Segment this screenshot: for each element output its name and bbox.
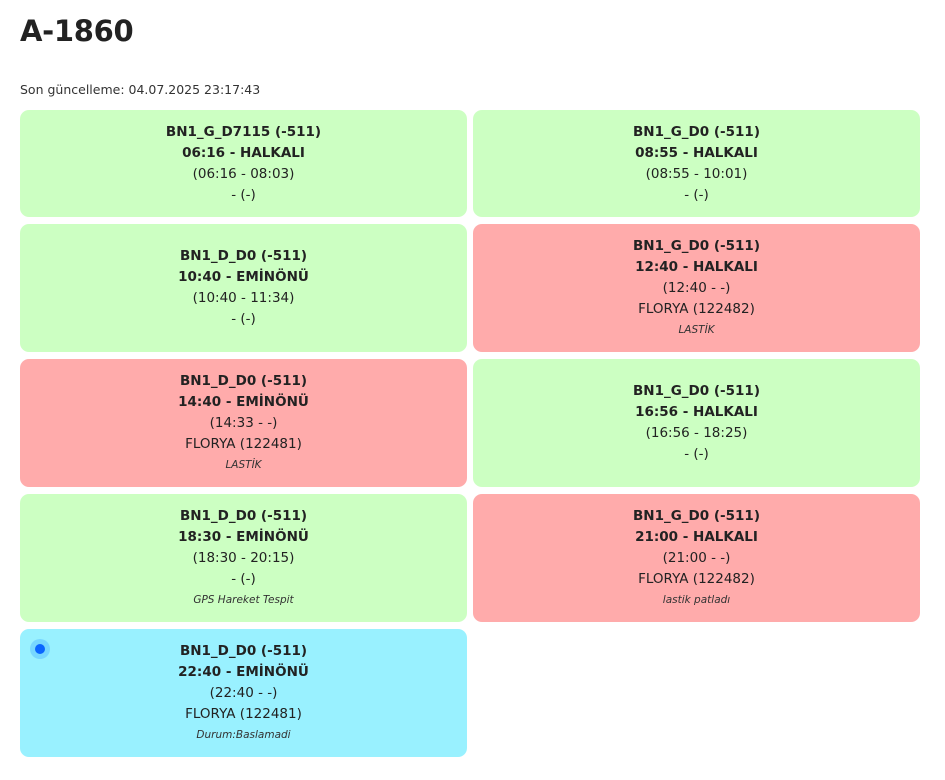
trip-times: (12:40 - -) <box>662 280 731 296</box>
trip-times: (14:33 - -) <box>209 415 278 431</box>
trip-code: BN1_D_D0 (-511) <box>179 643 308 659</box>
trip-route: 18:30 - EMİNÖNÜ <box>178 529 309 545</box>
trip-vehicle: FLORYA (122481) <box>185 436 302 452</box>
trip-note: GPS Hareket Tespit <box>193 594 294 606</box>
trip-route: 16:56 - HALKALI <box>635 404 758 420</box>
trip-card[interactable]: BN1_G_D7115 (-511) 06:16 - HALKALI (06:1… <box>20 110 467 217</box>
page-title: A-1860 <box>20 14 134 48</box>
trip-note: LASTİK <box>225 459 262 471</box>
trip-card[interactable]: BN1_G_D0 (-511) 16:56 - HALKALI (16:56 -… <box>473 359 920 487</box>
trip-route: 06:16 - HALKALI <box>182 144 305 161</box>
trip-vehicle: - (-) <box>231 186 256 203</box>
trip-route: 21:00 - HALKALI <box>635 529 758 545</box>
trip-times: (18:30 - 20:15) <box>192 550 295 566</box>
trip-vehicle: - (-) <box>684 186 709 203</box>
trip-route: 10:40 - EMİNÖNÜ <box>178 269 309 285</box>
trip-route: 22:40 - EMİNÖNÜ <box>178 664 309 680</box>
trip-times: (22:40 - -) <box>209 685 278 701</box>
trip-code: BN1_G_D0 (-511) <box>633 383 760 399</box>
trip-code: BN1_G_D0 (-511) <box>633 508 760 524</box>
trip-card[interactable]: BN1_G_D0 (-511) 12:40 - HALKALI (12:40 -… <box>473 224 920 352</box>
trip-vehicle: - (-) <box>684 446 709 462</box>
trip-card[interactable]: BN1_D_D0 (-511) 10:40 - EMİNÖNÜ (10:40 -… <box>20 224 467 352</box>
trip-times: (16:56 - 18:25) <box>645 425 748 441</box>
trip-vehicle: FLORYA (122481) <box>185 706 302 722</box>
trip-vehicle: FLORYA (122482) <box>638 301 755 317</box>
trip-times: (21:00 - -) <box>662 550 731 566</box>
trip-times: (06:16 - 08:03) <box>192 165 295 182</box>
trip-note: lastik patladı <box>662 594 731 606</box>
trip-card[interactable]: BN1_D_D0 (-511) 18:30 - EMİNÖNÜ (18:30 -… <box>20 494 467 622</box>
trip-code: BN1_G_D0 (-511) <box>633 238 760 254</box>
trip-code: BN1_D_D0 (-511) <box>179 508 308 524</box>
trip-times: (10:40 - 11:34) <box>192 290 295 306</box>
trip-vehicle: FLORYA (122482) <box>638 571 755 587</box>
live-indicator-icon <box>30 639 50 659</box>
trip-route: 14:40 - EMİNÖNÜ <box>178 394 309 410</box>
trip-code: BN1_G_D0 (-511) <box>633 123 760 140</box>
trip-route: 12:40 - HALKALI <box>635 259 758 275</box>
trip-code: BN1_D_D0 (-511) <box>179 248 308 264</box>
trip-card[interactable]: BN1_G_D0 (-511) 08:55 - HALKALI (08:55 -… <box>473 110 920 217</box>
trip-route: 08:55 - HALKALI <box>635 144 758 161</box>
trip-card[interactable]: BN1_D_D0 (-511) 14:40 - EMİNÖNÜ (14:33 -… <box>20 359 467 487</box>
trip-card[interactable]: BN1_G_D0 (-511) 21:00 - HALKALI (21:00 -… <box>473 494 920 622</box>
trip-times: (08:55 - 10:01) <box>645 165 748 182</box>
trip-grid: BN1_G_D7115 (-511) 06:16 - HALKALI (06:1… <box>20 110 920 757</box>
trip-vehicle: - (-) <box>231 311 256 327</box>
trip-code: BN1_G_D7115 (-511) <box>165 123 322 140</box>
trip-code: BN1_D_D0 (-511) <box>179 373 308 389</box>
trip-vehicle: - (-) <box>231 571 256 587</box>
trip-note: LASTİK <box>678 324 715 336</box>
last-updated-text: Son güncelleme: 04.07.2025 23:17:43 <box>20 82 261 97</box>
trip-note: Durum:Baslamadi <box>196 729 291 741</box>
trip-card-active[interactable]: BN1_D_D0 (-511) 22:40 - EMİNÖNÜ (22:40 -… <box>20 629 467 757</box>
